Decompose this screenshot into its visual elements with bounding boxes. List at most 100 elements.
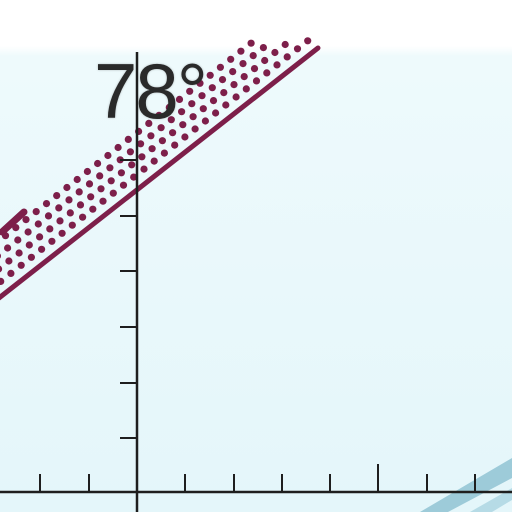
- band-dot: [27, 253, 35, 261]
- band-dot: [32, 208, 40, 216]
- band-dot: [147, 132, 155, 140]
- band-dot: [191, 125, 199, 133]
- band-dot: [42, 200, 51, 208]
- band-dot: [227, 55, 235, 63]
- band-dot: [5, 257, 13, 265]
- band-dot: [85, 180, 94, 188]
- band-dot: [145, 119, 153, 127]
- band-dot: [89, 205, 97, 213]
- band-dot: [106, 164, 114, 172]
- band-dot: [250, 65, 259, 73]
- band-dot: [0, 253, 1, 259]
- band-dot: [36, 233, 44, 241]
- band-dot: [96, 172, 104, 180]
- band-dot: [140, 165, 148, 173]
- band-dot: [119, 181, 128, 189]
- band-dot: [128, 161, 136, 169]
- band-dot: [63, 183, 71, 192]
- band-dot: [24, 228, 32, 236]
- band-dot: [14, 236, 22, 244]
- band-dot: [124, 135, 132, 143]
- band-dot: [137, 140, 145, 148]
- band-dot: [216, 63, 224, 71]
- band-dot: [130, 173, 138, 181]
- band-dot: [232, 93, 240, 101]
- band-dot: [240, 73, 248, 81]
- band-dot: [186, 87, 194, 95]
- band-dot: [15, 249, 23, 257]
- band-dot: [83, 167, 91, 176]
- vertical-ticks: [120, 159, 137, 439]
- band-dot: [126, 148, 134, 156]
- band-dot: [0, 265, 3, 273]
- band-dot: [239, 60, 247, 68]
- band-dot: [281, 40, 289, 49]
- band-dot: [65, 196, 73, 204]
- band-dot: [114, 143, 122, 152]
- band-dot: [206, 71, 214, 79]
- band-dot: [94, 159, 102, 168]
- band-dot: [249, 52, 257, 60]
- band-dot: [87, 193, 95, 201]
- band-dot: [73, 175, 81, 184]
- band-dot: [17, 261, 25, 269]
- band-dot: [44, 212, 53, 220]
- band-dot: [157, 124, 165, 132]
- water-stripe: [420, 458, 512, 512]
- band-dot: [4, 244, 12, 252]
- band-dot: [138, 153, 146, 161]
- band-dot: [0, 277, 5, 285]
- band-dot: [160, 149, 168, 157]
- band-dot: [46, 225, 54, 233]
- band-dot: [34, 220, 42, 228]
- band-dot: [76, 201, 85, 209]
- band-dot: [199, 105, 207, 113]
- band-dot: [68, 221, 76, 229]
- band-dot: [304, 37, 312, 45]
- band-dot: [38, 245, 46, 253]
- band-dot: [148, 145, 156, 153]
- band-dot: [99, 197, 107, 205]
- band-dot: [263, 69, 271, 77]
- band-dot: [181, 133, 189, 141]
- band-dot: [212, 109, 220, 117]
- band-dot: [201, 117, 209, 125]
- trend-stub: [0, 208, 28, 236]
- trend-line: [0, 45, 321, 301]
- band-dot: [79, 213, 87, 221]
- band-dot: [237, 47, 245, 55]
- band-dot: [220, 89, 228, 97]
- band-dot: [109, 189, 117, 197]
- band-dot: [117, 169, 125, 177]
- band-dot: [75, 188, 83, 196]
- band-dot: [188, 100, 196, 108]
- band-dot: [293, 45, 302, 53]
- band-dot: [7, 269, 15, 277]
- band-dot: [230, 81, 238, 89]
- band-dot: [179, 121, 187, 129]
- band-dot: [150, 157, 158, 165]
- band-dot: [196, 79, 204, 87]
- band-dot: [229, 68, 237, 76]
- band-dot: [107, 177, 115, 185]
- band-dot: [222, 101, 230, 109]
- band-dot: [209, 97, 218, 105]
- band-dot: [167, 116, 175, 124]
- band-dot: [171, 141, 179, 149]
- band-dot: [198, 92, 206, 100]
- band-dot: [259, 44, 267, 52]
- band-dot: [247, 39, 255, 47]
- band-dot: [155, 111, 163, 119]
- band-dot: [169, 129, 177, 137]
- band-dot: [48, 237, 56, 245]
- band-dot: [208, 84, 216, 92]
- band-dot: [158, 137, 166, 145]
- band-dot: [218, 76, 227, 84]
- band-dot: [189, 113, 197, 121]
- band-dot: [97, 185, 105, 193]
- band-dot: [242, 85, 250, 93]
- temperature-reading: 78°: [94, 47, 208, 135]
